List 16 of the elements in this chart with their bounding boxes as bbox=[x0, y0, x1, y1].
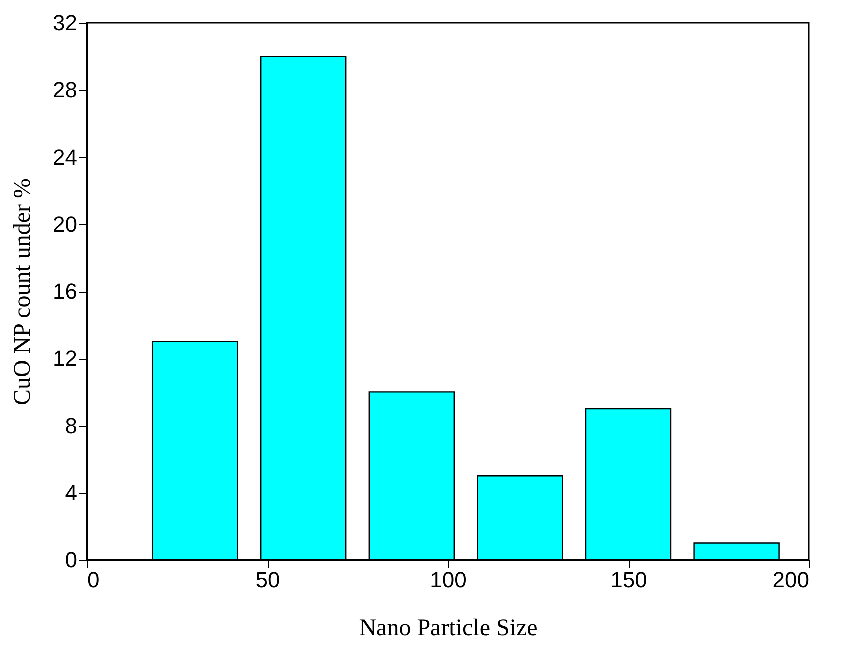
y-tick-label: 28 bbox=[53, 78, 78, 103]
x-tick-label: 200 bbox=[772, 568, 810, 592]
x-tick-label: 100 bbox=[430, 568, 467, 592]
x-axis-title: Nano Particle Size bbox=[359, 616, 538, 642]
y-axis-title: CuO NP count under % bbox=[10, 178, 36, 406]
y-tick-label: 20 bbox=[53, 212, 78, 237]
y-tick-label: 12 bbox=[53, 346, 78, 372]
x-tick-label: 50 bbox=[256, 568, 280, 592]
y-tick-label: 0 bbox=[65, 548, 78, 572]
x-tick-label: 150 bbox=[610, 568, 648, 592]
y-tick-label: 32 bbox=[53, 10, 78, 36]
y-tick-label: 16 bbox=[53, 279, 78, 304]
x-tick-label: 0 bbox=[88, 568, 100, 592]
y-tick-label: 8 bbox=[65, 413, 78, 438]
y-tick-label: 4 bbox=[65, 480, 78, 506]
y-tick-label: 24 bbox=[53, 144, 78, 170]
